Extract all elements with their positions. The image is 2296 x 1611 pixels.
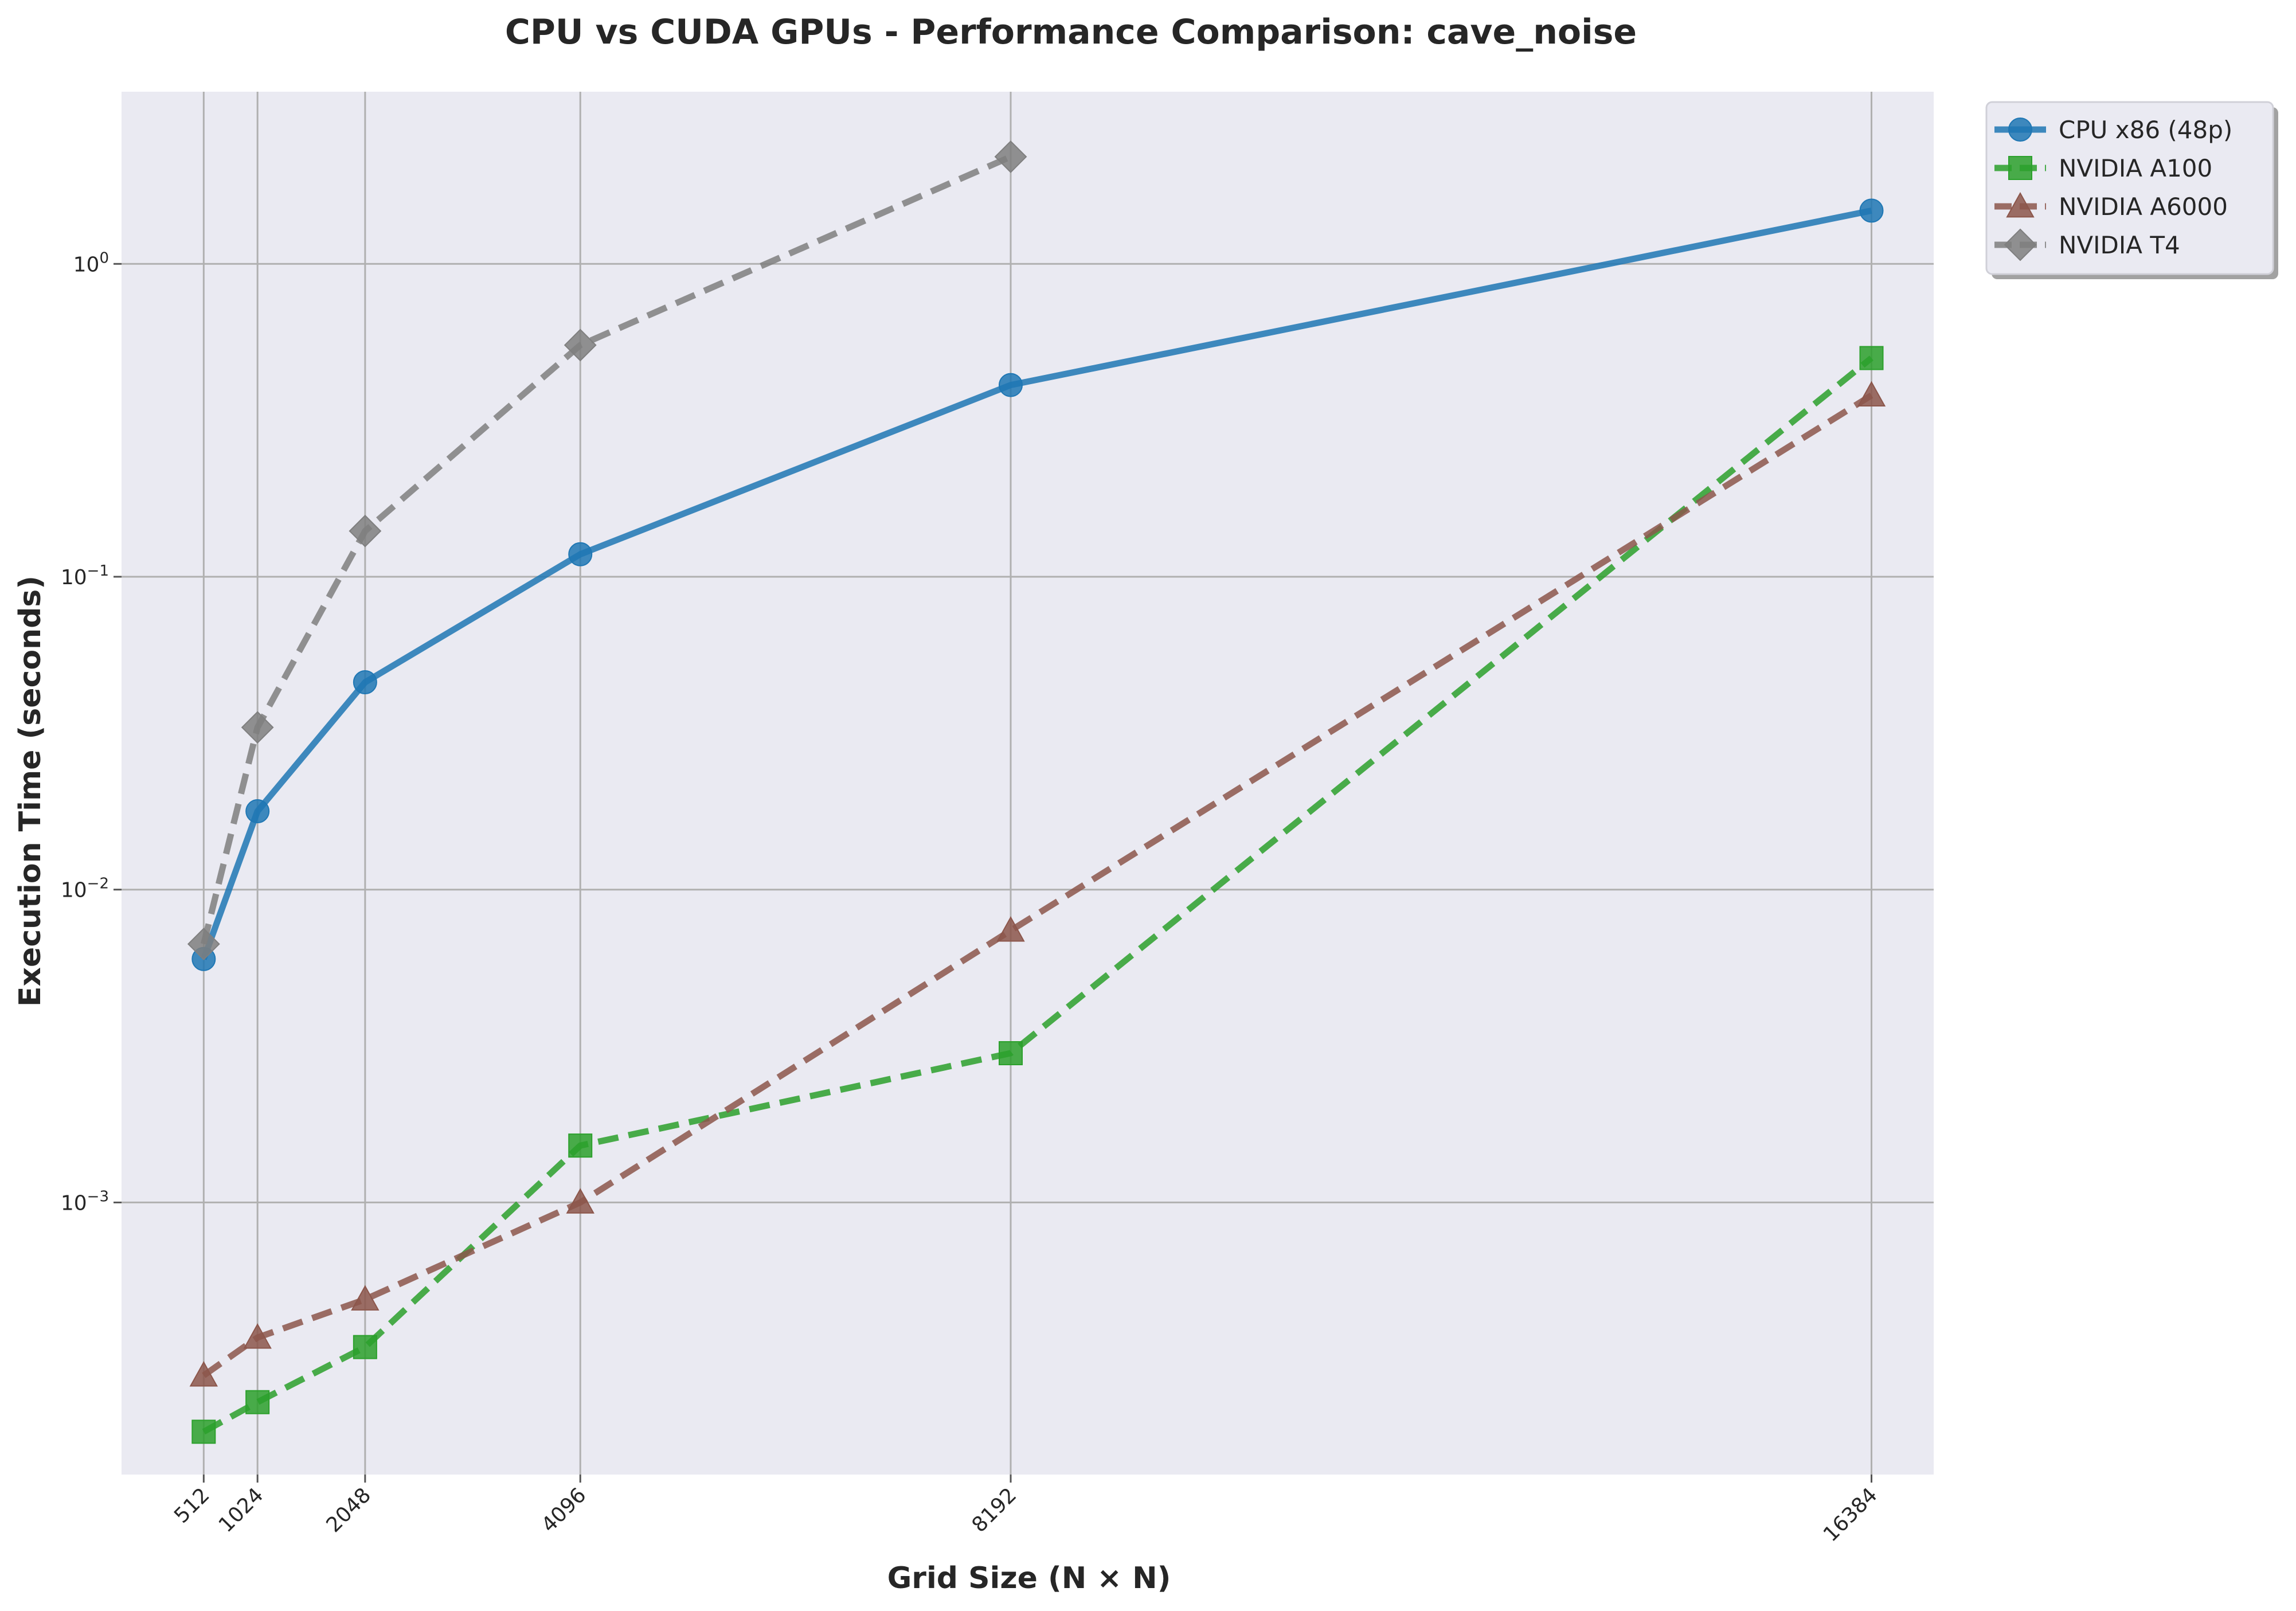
data-point <box>353 1335 377 1359</box>
x-tick-label: 8192 <box>968 1483 1022 1537</box>
y-tick-label: 100 <box>73 249 109 276</box>
legend-entry-label: CPU x86 (48p) <box>2059 116 2232 144</box>
legend-marker <box>2004 228 2037 261</box>
x-axis-label: Grid Size (N × N) <box>887 1561 1171 1596</box>
data-point <box>994 140 1027 173</box>
data-point <box>191 1420 216 1444</box>
data-point <box>349 514 382 548</box>
x-tick-label: 512 <box>170 1483 214 1528</box>
x-tick-label: 16384 <box>1819 1483 1882 1546</box>
series-line <box>202 392 1873 1378</box>
series-line <box>201 208 1872 960</box>
data-point <box>1857 381 1886 406</box>
chart-title: CPU vs CUDA GPUs - Performance Compariso… <box>505 12 1637 52</box>
legend-entry-label: NVIDIA A6000 <box>2059 193 2228 221</box>
data-point <box>353 670 377 695</box>
y-tick-label: 10−1 <box>61 562 109 589</box>
series-layer <box>187 140 1886 1444</box>
legend: CPU x86 (48p) NVIDIA A100 NVIDIA A6000 NVID… <box>1985 101 2278 279</box>
x-tick-label: 4096 <box>537 1483 591 1537</box>
data-point <box>566 1188 594 1214</box>
data-point <box>189 1361 218 1387</box>
data-point <box>1859 346 1884 370</box>
legend-marker <box>2008 118 2032 142</box>
data-point <box>564 329 597 362</box>
plot-area <box>122 92 1934 1475</box>
legend-marker <box>2008 156 2032 180</box>
legend-marker <box>2006 191 2035 218</box>
data-point <box>243 1323 272 1349</box>
x-tick-label: 1024 <box>214 1483 268 1537</box>
series-nvidia-a6000 <box>189 381 1886 1387</box>
data-point <box>187 928 220 961</box>
y-axis-label: Execution Time (seconds) <box>13 576 48 1007</box>
data-point <box>1859 198 1884 223</box>
series-nvidia-a100 <box>191 346 1884 1444</box>
grid <box>122 92 1934 1475</box>
data-point <box>568 542 593 566</box>
y-tick-label: 10−2 <box>61 875 109 902</box>
data-point <box>351 1285 380 1311</box>
series-nvidia-t4 <box>187 140 1027 961</box>
data-point <box>996 916 1025 942</box>
data-point <box>245 1390 270 1414</box>
legend-entry-label: NVIDIA A100 <box>2059 154 2212 182</box>
legend-box <box>1985 101 2274 275</box>
data-point <box>245 799 270 824</box>
data-point <box>241 711 274 744</box>
data-point <box>998 1041 1023 1066</box>
y-tick-label: 10−3 <box>61 1188 109 1215</box>
legend-entry-label: NVIDIA T4 <box>2059 231 2180 259</box>
data-point <box>998 373 1023 397</box>
x-tick-label: 2048 <box>322 1483 376 1537</box>
data-point <box>568 1133 593 1158</box>
